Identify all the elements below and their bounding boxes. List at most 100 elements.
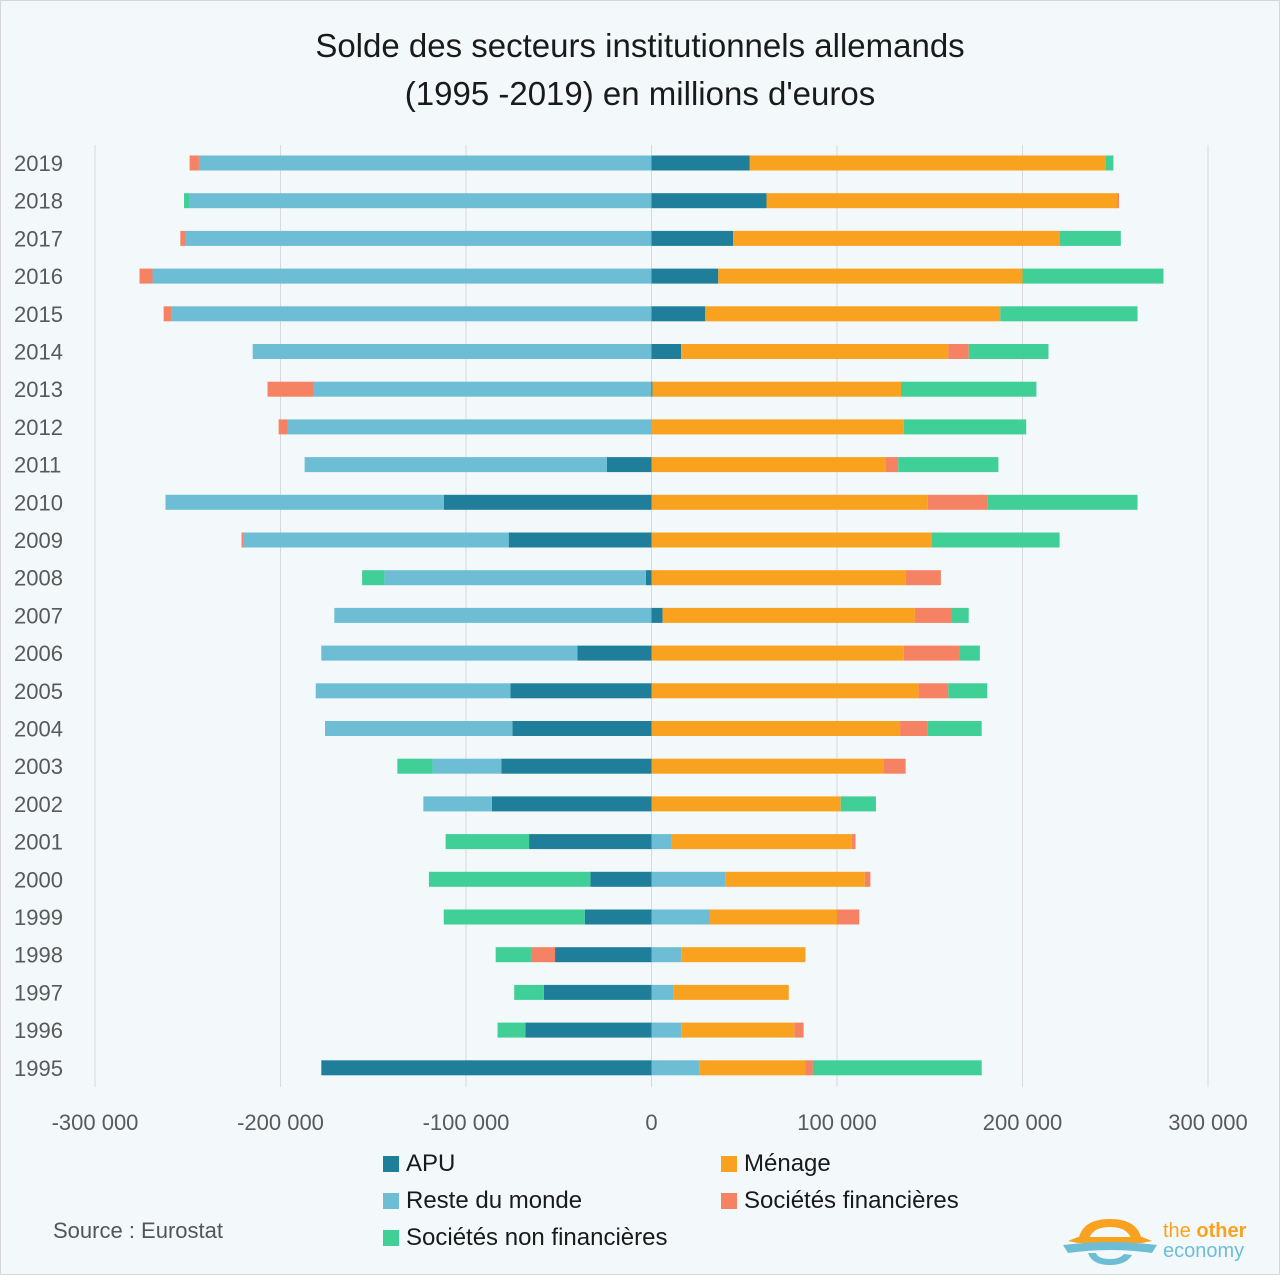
bar-segment <box>959 645 980 661</box>
bar-segment <box>501 758 652 774</box>
y-tick-label: 1996 <box>14 1018 63 1043</box>
bar-segment <box>252 344 652 359</box>
bar-segment <box>968 344 1049 359</box>
bar-segment <box>1105 155 1114 171</box>
bar-segment <box>837 909 860 925</box>
x-tick-label: -200 000 <box>237 1110 324 1135</box>
x-tick-label: -300 000 <box>52 1110 139 1135</box>
title-line-2: (1995 -2019) en millions d'euros <box>404 75 876 112</box>
bar-segment <box>185 230 652 246</box>
bar-segment <box>334 607 652 623</box>
y-tick-label: 2011 <box>14 453 61 478</box>
bar-segment <box>651 532 932 548</box>
legend-item-societes-non-financieres: Sociétés non financières <box>383 1224 668 1252</box>
y-tick-label: 2012 <box>14 415 63 440</box>
bar-segment <box>651 494 928 510</box>
bar-segment <box>315 683 511 699</box>
bar-segment <box>681 1022 795 1038</box>
bar-segment <box>321 645 578 661</box>
bar-segment <box>885 457 899 473</box>
legend-swatch <box>383 1230 399 1246</box>
bar-segment <box>651 947 682 963</box>
bar-segment <box>497 1022 526 1038</box>
bar-segment <box>278 419 288 435</box>
bar-segment <box>651 1022 682 1038</box>
bar-segment <box>189 155 199 171</box>
y-tick-label: 1995 <box>14 1056 63 1081</box>
bar-segment <box>709 909 837 925</box>
bar-segment <box>243 532 509 548</box>
bar-segment <box>321 1060 652 1076</box>
bar-segment <box>514 984 544 1000</box>
bar-segment <box>445 834 530 850</box>
bar-segment <box>681 344 949 359</box>
y-tick-label: 2017 <box>14 226 63 251</box>
legend-label: Reste du monde <box>406 1187 583 1214</box>
bar-segment <box>733 230 1060 246</box>
y-tick-label: 1998 <box>14 943 63 968</box>
bar-segment <box>651 607 663 623</box>
bar-segment <box>384 570 646 586</box>
bar-segment <box>651 457 886 473</box>
bar-segment <box>491 796 652 812</box>
bar-segment <box>189 193 652 209</box>
bar-segment <box>525 1022 652 1038</box>
bar-segment <box>903 419 1027 435</box>
bar-segment <box>184 193 190 209</box>
bar-segment <box>725 871 865 887</box>
bar-segment <box>673 984 789 1000</box>
bar-segment <box>529 834 652 850</box>
y-tick-label: 2013 <box>14 377 63 402</box>
the-other-economy-logo: the other economy <box>1060 1213 1270 1268</box>
bar-segment <box>705 306 1001 322</box>
bar-segment <box>805 1060 813 1076</box>
legend-item-menage: Ménage <box>721 1150 831 1178</box>
bar-segment <box>905 570 941 586</box>
y-tick-label: 2000 <box>14 867 63 892</box>
bar-segment <box>508 532 652 548</box>
bar-segment <box>651 306 706 322</box>
bar-segment <box>931 532 1060 548</box>
bar-segment <box>163 306 172 322</box>
bar-segment <box>313 381 652 397</box>
bar-segment <box>287 419 652 435</box>
bar-segment <box>1117 193 1119 209</box>
bar-segment <box>766 193 1118 209</box>
bar-segment <box>1022 268 1164 284</box>
stacked-bar-chart: -300 000 -200 000 -100 000 0 100 000 200 000 3… <box>14 145 1248 1135</box>
bar-segment <box>165 494 444 510</box>
bar-segment <box>864 871 871 887</box>
bar-segment <box>198 155 652 171</box>
bar-segment <box>651 570 906 586</box>
bar-segment <box>651 758 884 774</box>
legend-swatch <box>383 1156 399 1172</box>
y-tick-label: 2016 <box>14 264 63 289</box>
bar-segment <box>555 947 652 963</box>
bar-segment <box>651 984 674 1000</box>
bar-segment <box>948 344 969 359</box>
y-tick-label: 2005 <box>14 679 63 704</box>
x-tick-label: 200 000 <box>983 1110 1063 1135</box>
bar-segment <box>543 984 652 1000</box>
x-tick-label: -100 000 <box>423 1110 510 1135</box>
source-note: Source : Eurostat <box>53 1218 223 1243</box>
bar-segment <box>397 758 433 774</box>
legend-label: APU <box>406 1150 456 1177</box>
bar-segment <box>651 1060 700 1076</box>
y-tick-label: 2009 <box>14 528 63 553</box>
bar-segment <box>362 570 385 586</box>
y-tick-label: 2014 <box>14 340 63 365</box>
bar-segment <box>952 607 969 623</box>
legend-swatch <box>721 1156 737 1172</box>
bar-segment <box>512 721 652 736</box>
bar-segment <box>241 532 244 548</box>
bar-segment <box>495 947 531 963</box>
chart-title: Solde des secteurs institutionnels allem… <box>0 22 1280 118</box>
y-tick-label: 1997 <box>14 980 63 1005</box>
bar-segment <box>423 796 492 812</box>
bar-segment <box>903 645 960 661</box>
y-tick-label: 2010 <box>14 490 63 515</box>
bar-segment <box>652 381 901 397</box>
bar-segment <box>443 494 652 510</box>
bar-segment <box>651 909 710 925</box>
